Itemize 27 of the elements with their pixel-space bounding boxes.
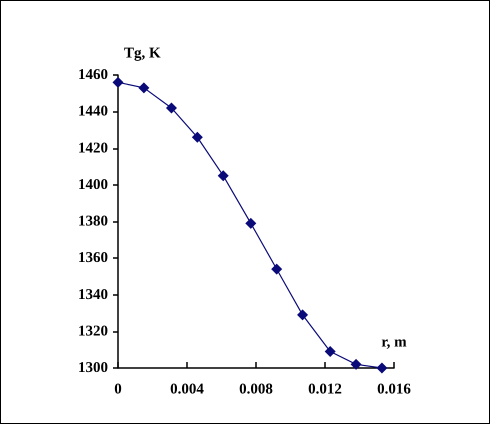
y-tick-label: 1420 — [78, 140, 108, 156]
point — [376, 362, 388, 374]
x-tick-label: 0.004 — [170, 382, 204, 398]
y-axis-title: Tg, K — [124, 46, 162, 62]
x-tick-label: 0.008 — [239, 382, 273, 398]
point — [138, 82, 150, 94]
x-axis-title: r, m — [381, 334, 408, 350]
y-tick-label: 1400 — [78, 176, 108, 193]
y-tick-label: 1440 — [78, 104, 108, 120]
point — [324, 346, 336, 358]
x-tick-label: 0.016 — [377, 382, 412, 398]
y-tick-label: 1460 — [78, 67, 108, 83]
y-tick-label: 1360 — [78, 250, 108, 266]
point — [218, 170, 229, 182]
point — [245, 218, 256, 229]
y-tick-label: 1300 — [78, 360, 108, 376]
y-tick-label: 1380 — [78, 214, 108, 230]
point — [166, 102, 177, 114]
point — [350, 358, 362, 370]
x-tick-label: 0.012 — [308, 382, 342, 398]
x-tick-label: 0 — [114, 382, 122, 398]
point — [112, 76, 124, 88]
point — [192, 132, 203, 143]
y-tick-label: 1320 — [78, 323, 108, 340]
point — [271, 264, 282, 275]
y-tick-label: 1340 — [78, 286, 108, 303]
point — [297, 309, 308, 320]
